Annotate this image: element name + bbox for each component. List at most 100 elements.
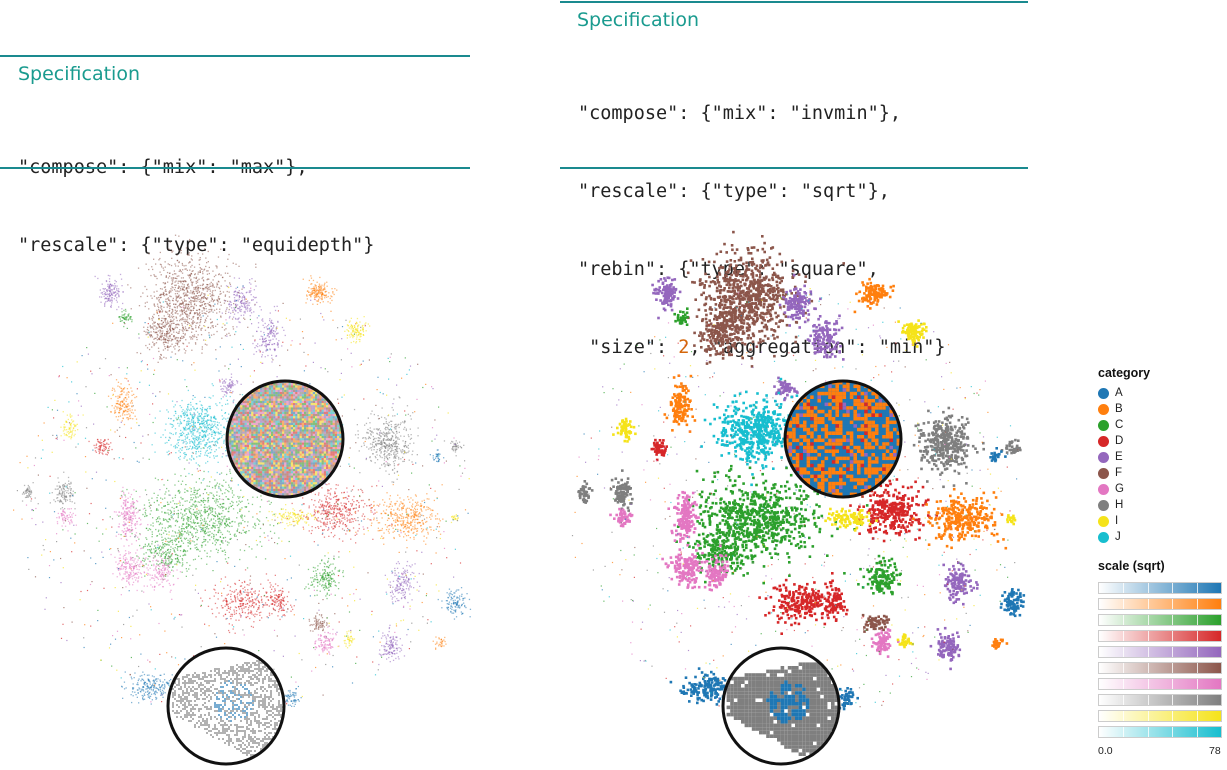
data-point <box>199 515 202 517</box>
data-point <box>121 311 123 313</box>
data-point <box>180 539 183 541</box>
data-point <box>65 496 68 498</box>
data-point <box>174 234 177 236</box>
data-point <box>218 281 220 283</box>
data-point <box>212 290 214 292</box>
data-point <box>221 337 223 339</box>
data-point <box>61 492 63 495</box>
data-point <box>203 478 205 480</box>
data-point <box>192 316 194 318</box>
data-point <box>152 525 154 527</box>
data-point <box>204 293 206 295</box>
data-point <box>160 549 162 551</box>
data-point <box>232 496 234 498</box>
data-point <box>167 540 169 543</box>
data-point <box>179 448 181 450</box>
data-point <box>165 550 167 553</box>
data-point <box>189 425 191 427</box>
data-point <box>185 523 188 525</box>
data-point <box>226 541 229 543</box>
data-point <box>177 332 179 334</box>
data-point <box>190 336 192 338</box>
data-point <box>166 320 169 322</box>
data-point <box>229 533 231 535</box>
scatter-plot-max[interactable] <box>0 172 480 770</box>
data-point <box>197 322 199 324</box>
data-point <box>156 312 159 315</box>
data-point <box>166 519 168 521</box>
data-point <box>174 309 176 311</box>
data-point <box>201 284 203 287</box>
data-point <box>186 409 189 412</box>
data-point <box>397 438 399 440</box>
data-point <box>195 304 197 307</box>
data-point <box>388 424 390 426</box>
data-point <box>161 293 163 295</box>
data-point <box>98 450 100 452</box>
data-point <box>359 340 361 343</box>
data-point <box>254 304 256 306</box>
data-point <box>170 563 172 565</box>
data-point <box>195 445 197 447</box>
data-point <box>338 512 340 514</box>
data-point <box>169 337 171 339</box>
data-point <box>29 491 31 493</box>
data-point <box>156 311 158 314</box>
data-point <box>201 408 203 410</box>
data-point <box>165 333 168 335</box>
data-point <box>196 338 198 341</box>
data-point <box>193 528 195 530</box>
data-point <box>316 300 318 302</box>
data-point <box>119 394 121 396</box>
data-point <box>390 438 393 440</box>
data-point <box>314 493 316 496</box>
data-point <box>117 395 119 397</box>
data-point <box>181 262 183 265</box>
data-point <box>168 335 170 337</box>
data-point <box>26 489 28 491</box>
data-point <box>115 402 117 405</box>
data-point <box>117 402 119 405</box>
data-point <box>196 546 198 548</box>
data-point <box>103 293 106 295</box>
data-point <box>172 547 174 550</box>
data-point <box>227 557 230 559</box>
data-point <box>256 301 258 304</box>
data-point <box>199 321 202 323</box>
data-point <box>214 434 216 436</box>
data-point <box>120 390 123 392</box>
data-point <box>135 396 138 398</box>
data-point <box>159 297 162 299</box>
data-point <box>269 349 271 351</box>
data-point <box>180 429 182 432</box>
data-point <box>172 310 174 312</box>
data-point <box>187 329 189 332</box>
data-point <box>231 525 233 527</box>
data-point <box>109 285 111 287</box>
data-point <box>164 429 166 431</box>
data-point <box>208 396 210 399</box>
data-point <box>150 326 152 328</box>
data-point <box>172 300 174 302</box>
data-point <box>181 540 183 542</box>
data-point <box>170 512 172 515</box>
data-point <box>212 507 214 510</box>
data-point <box>130 387 132 389</box>
data-point <box>390 426 393 428</box>
data-point <box>235 287 237 290</box>
data-point <box>184 426 187 428</box>
data-point <box>404 420 406 422</box>
data-point <box>195 282 197 284</box>
data-point <box>356 533 358 535</box>
data-point <box>181 324 183 326</box>
data-point <box>103 288 105 290</box>
data-point <box>382 438 385 440</box>
data-point <box>220 540 222 542</box>
data-point <box>174 277 176 279</box>
data-point <box>276 305 278 307</box>
data-point <box>329 498 331 500</box>
data-point <box>216 404 218 407</box>
data-point <box>316 293 318 296</box>
data-point <box>111 302 113 304</box>
data-point <box>239 496 241 498</box>
